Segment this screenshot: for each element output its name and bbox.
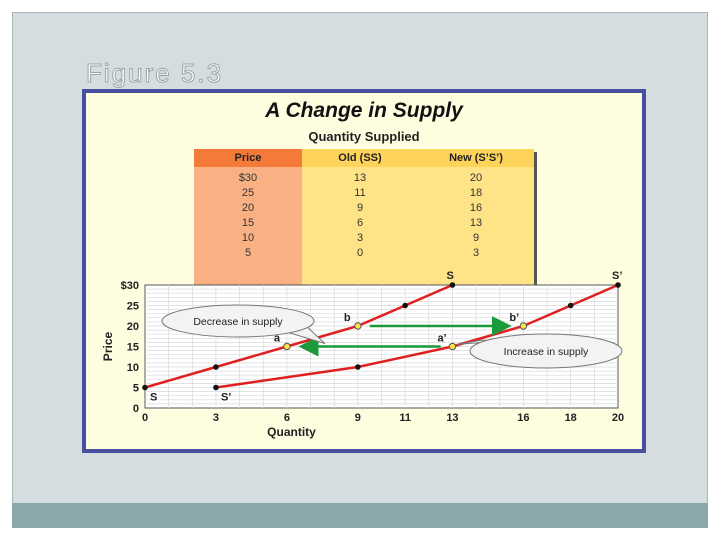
table-cell: 9 <box>356 202 364 214</box>
table-header-price: Price <box>194 149 302 167</box>
figure-heading: A Change in Supply <box>265 99 463 122</box>
data-point <box>355 364 361 370</box>
table-cell: 13 <box>469 217 483 229</box>
table-cell: 6 <box>356 217 364 229</box>
table-cell: 5 <box>244 247 252 259</box>
table-cell: 13 <box>353 172 367 184</box>
series-start-label: S <box>150 392 157 404</box>
series-end-label: S <box>446 270 453 282</box>
highlight-point <box>354 322 362 330</box>
supply-line <box>144 283 453 389</box>
table-cell: 3 <box>356 232 364 244</box>
callout-text: Increase in supply <box>504 346 589 358</box>
data-point <box>142 384 148 391</box>
table-column-new: New (S’S’) 20 18 16 13 9 3 <box>418 149 534 309</box>
table-cell: 18 <box>469 187 483 199</box>
table-header-old: Old (SS) <box>302 149 418 167</box>
y-tick-label: 15 <box>127 342 139 354</box>
table-cell: 20 <box>469 172 483 184</box>
x-tick-label: 11 <box>399 412 411 424</box>
supply-table: Price $30 25 20 15 10 5 Old (SS) 13 11 9 6 3 0 New… <box>194 149 534 309</box>
x-tick-label: 18 <box>565 412 577 424</box>
callout-bubble <box>469 333 623 369</box>
x-tick-label: 9 <box>355 412 361 424</box>
data-point <box>402 302 408 309</box>
supply-line <box>215 283 619 389</box>
point-label: a’ <box>437 333 446 345</box>
y-tick-label: 20 <box>127 321 139 333</box>
data-point <box>449 282 456 288</box>
x-tick-label: 16 <box>517 412 529 424</box>
table-header-new: New (S’S’) <box>418 149 534 167</box>
data-point <box>615 282 621 288</box>
table-cell: 15 <box>241 217 255 229</box>
point-label: b’ <box>509 312 519 324</box>
callout-bubble <box>161 304 315 338</box>
slide-title: Figure 5.3 <box>85 58 224 89</box>
x-tick-label: 20 <box>612 412 624 424</box>
data-point <box>213 364 219 370</box>
table-title: Quantity Supplied <box>308 129 420 144</box>
point-label: a <box>274 333 281 345</box>
table-cell: 0 <box>356 247 364 259</box>
data-point <box>567 302 574 309</box>
x-tick-label: 13 <box>446 412 458 424</box>
y-tick-label: $30 <box>121 280 139 292</box>
series-end-label: S’ <box>612 270 622 282</box>
table-cell: 9 <box>472 232 480 244</box>
y-tick-label: 5 <box>133 383 139 395</box>
data-point <box>213 384 219 391</box>
slide-footer-bar <box>12 503 708 528</box>
callout-text: Decrease in supply <box>193 316 283 328</box>
x-tick-label: 0 <box>142 412 148 424</box>
table-cell: 16 <box>469 202 483 214</box>
highlight-point <box>283 342 291 351</box>
table-column-old: Old (SS) 13 11 9 6 3 0 <box>302 149 418 309</box>
highlight-point <box>519 322 528 330</box>
table-column-price: Price $30 25 20 15 10 5 <box>194 149 302 309</box>
y-tick-label: 10 <box>127 362 139 374</box>
y-tick-label: 0 <box>133 403 139 415</box>
x-axis-label: Quantity <box>267 425 316 439</box>
y-axis-label: Price <box>101 331 115 361</box>
table-cell: $30 <box>238 172 258 184</box>
table-cell: 10 <box>241 232 255 244</box>
y-tick-label: 25 <box>127 301 139 313</box>
table-cell: 3 <box>472 247 480 259</box>
highlight-point <box>448 342 457 351</box>
series-start-label: S’ <box>221 392 231 404</box>
table-cell: 11 <box>354 187 366 199</box>
table-cell: 20 <box>241 202 255 214</box>
x-tick-label: 6 <box>284 412 290 424</box>
table-cell: 25 <box>241 187 255 199</box>
x-tick-label: 3 <box>213 412 219 424</box>
point-label: b <box>344 312 351 324</box>
